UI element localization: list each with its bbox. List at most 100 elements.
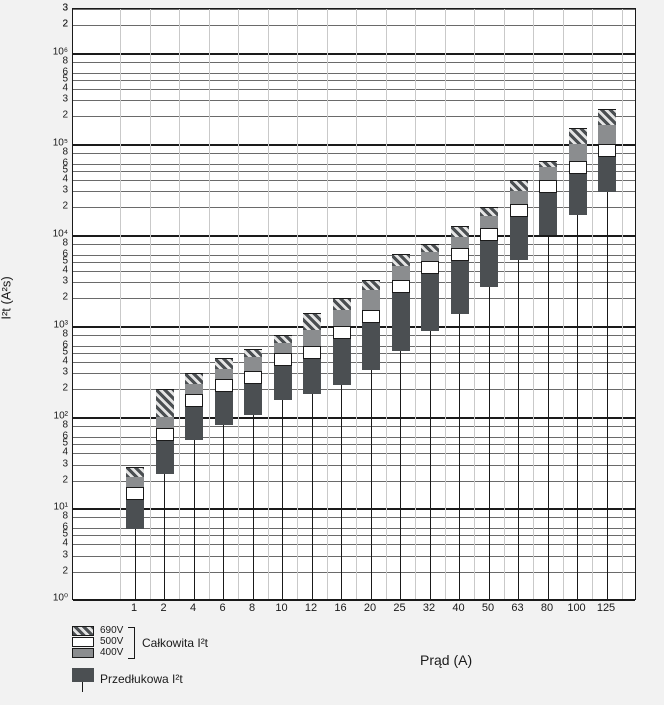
bar-1 [126,9,144,599]
segment-prearc-upper [333,339,351,364]
gridline-vertical-minor [209,9,210,599]
legend-brace [128,627,135,659]
segment-690v [333,298,351,309]
segment-500v [598,125,616,144]
bar-stem [282,379,283,599]
legend-prearc-label: Przedłukowa I²t [100,672,183,686]
segment-690v [510,180,528,191]
gridline-vertical-minor [533,9,534,599]
x-tick-label: 80 [541,602,553,614]
bar-stem [518,239,519,599]
segment-690v [274,335,292,343]
legend-swatch-500v [72,637,94,647]
segment-400v [303,346,321,359]
bar-stem [577,194,578,599]
segment-400v [569,161,587,174]
x-tick-label: 50 [482,602,494,614]
segment-690v [303,313,321,330]
bar-4 [185,9,203,599]
bar-20 [362,9,380,599]
segment-prearc [480,266,498,287]
segment-500v [539,167,557,180]
bar-stem [312,373,313,599]
y-tick-label: 2 [46,201,68,212]
segment-690v [126,467,144,477]
segment-prearc [451,293,469,314]
segment-500v [244,357,262,370]
legend-label-400v: 400V [100,647,123,658]
segment-prearc [362,349,380,370]
segment-prearc [126,508,144,529]
segment-prearc [274,379,292,400]
segment-prearc [303,373,321,394]
legend-swatch-400v [72,648,94,658]
y-tick-label: 10⁶ [46,46,68,57]
x-tick-label: 4 [190,602,196,614]
y-tick-label: 2 [46,19,68,30]
segment-690v [362,280,380,290]
x-tick-label: 10 [275,602,287,614]
legend-label-690v: 690V [100,625,123,636]
gridline-vertical-minor [297,9,298,599]
segment-690v [215,358,233,368]
segment-400v [215,379,233,392]
y-tick-label: 6 [46,66,68,77]
gridline-vertical-minor [415,9,416,599]
segment-690v [421,244,439,253]
x-tick-label: 20 [364,602,376,614]
segment-prearc-upper [303,359,321,373]
bar-125 [598,9,616,599]
segment-690v [539,161,557,168]
y-tick-label: 6 [46,157,68,168]
bar-stem [548,214,549,599]
gridline-vertical-minor [268,9,269,599]
bar-10 [274,9,292,599]
bar-40 [451,9,469,599]
bar-6 [215,9,233,599]
y-tick-label: 6 [46,522,68,533]
legend-swatch-690v [72,626,94,636]
segment-500v [421,252,439,261]
legend-swatch-prearc [72,668,94,682]
segment-400v [333,326,351,339]
bar-63 [510,9,528,599]
segment-prearc [156,453,174,474]
y-tick-label: 2 [46,474,68,485]
segment-690v [156,389,174,416]
segment-prearc [333,364,351,385]
segment-690v [185,373,203,384]
bar-stem [489,266,490,599]
bar-stem [341,364,342,599]
x-tick-label: 100 [567,602,585,614]
segment-prearc [539,214,557,235]
bar-100 [569,9,587,599]
x-tick-label: 40 [452,602,464,614]
y-tick-label: 6 [46,431,68,442]
page: I²t (A²s) Prąd (A) 690V 500V 400V Całkow… [0,0,664,705]
segment-prearc-upper [215,392,233,403]
legend-stem [82,682,83,692]
segment-690v [598,109,616,125]
y-tick-label: 2 [46,383,68,394]
gridline-vertical-minor [445,9,446,599]
segment-prearc [510,239,528,260]
segment-prearc [598,171,616,192]
segment-400v [480,228,498,241]
x-axis-label: Prąd (A) [420,652,472,668]
gridline-vertical-minor [120,9,121,599]
x-tick-label: 1 [131,602,137,614]
gridline-vertical-minor [563,9,564,599]
y-tick-label: 3 [46,3,68,14]
segment-prearc [421,310,439,331]
segment-prearc [244,394,262,415]
segment-690v [569,128,587,144]
gridline-vertical-minor [238,9,239,599]
bar-stem [194,419,195,599]
segment-prearc-upper [539,193,557,214]
bar-8 [244,9,262,599]
bar-stem [459,293,460,599]
bar-2 [156,9,174,599]
segment-400v [274,353,292,366]
x-tick-label: 25 [393,602,405,614]
gridline-vertical-minor [504,9,505,599]
